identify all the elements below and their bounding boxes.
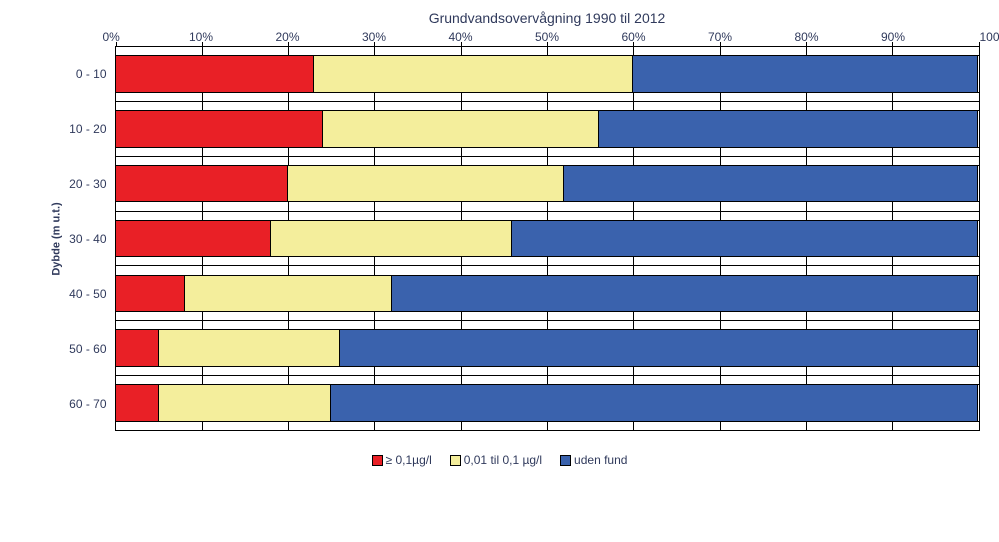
category-label: 0 - 10 xyxy=(42,46,115,101)
bar-segment xyxy=(633,56,978,92)
legend-label: uden fund xyxy=(574,453,627,467)
bar-segment xyxy=(564,166,978,202)
bar-segment xyxy=(512,221,978,257)
bar-segment xyxy=(392,276,979,312)
stacked-bar xyxy=(116,55,979,93)
legend-label: ≥ 0,1µg/l xyxy=(386,453,432,467)
bar-segment xyxy=(599,111,979,147)
y-axis-label-wrap: Dybde (m u.t.) xyxy=(20,46,42,431)
bar-segment xyxy=(116,111,323,147)
category-label: 10 - 20 xyxy=(42,101,115,156)
bar-segment xyxy=(340,330,979,366)
stacked-bar xyxy=(116,275,979,313)
bar-segment xyxy=(323,111,599,147)
bar-segment xyxy=(185,276,392,312)
legend-swatch xyxy=(560,455,571,466)
bar-row xyxy=(116,321,979,376)
legend-item: ≥ 0,1µg/l xyxy=(372,453,432,467)
legend-swatch xyxy=(372,455,383,466)
bar-row xyxy=(116,157,979,212)
chart-title: Grundvandsovervågning 1990 til 2012 xyxy=(20,10,980,26)
bar-segment xyxy=(331,385,978,421)
bar-segment xyxy=(271,221,513,257)
bar-row xyxy=(116,266,979,321)
chart-container: Grundvandsovervågning 1990 til 2012 0%10… xyxy=(20,10,980,467)
stacked-bar xyxy=(116,220,979,258)
plot-area: Dybde (m u.t.) 0 - 1010 - 2020 - 3030 - … xyxy=(20,46,980,431)
bar-segment xyxy=(116,166,289,202)
legend-swatch xyxy=(450,455,461,466)
bar-segment xyxy=(159,330,340,366)
stacked-bar xyxy=(116,110,979,148)
bar-segment xyxy=(288,166,564,202)
bar-segment xyxy=(159,385,332,421)
category-label: 50 - 60 xyxy=(42,321,115,376)
bar-row xyxy=(116,47,979,102)
category-label: 60 - 70 xyxy=(42,376,115,431)
legend: ≥ 0,1µg/l 0,01 til 0,1 µg/l uden fund xyxy=(20,453,980,467)
legend-item: uden fund xyxy=(560,453,627,467)
bar-segment xyxy=(116,330,159,366)
bars-area xyxy=(115,46,980,431)
bar-rows xyxy=(116,47,979,431)
bar-segment xyxy=(116,56,314,92)
y-axis-label: Dybde (m u.t.) xyxy=(50,202,62,275)
bar-row xyxy=(116,102,979,157)
stacked-bar xyxy=(116,384,979,422)
legend-label: 0,01 til 0,1 µg/l xyxy=(464,453,542,467)
bar-row xyxy=(116,212,979,267)
bar-segment xyxy=(116,221,271,257)
legend-item: 0,01 til 0,1 µg/l xyxy=(450,453,542,467)
stacked-bar xyxy=(116,165,979,203)
stacked-bar xyxy=(116,329,979,367)
bar-row xyxy=(116,376,979,431)
tickmark xyxy=(979,42,980,47)
bar-segment xyxy=(116,276,185,312)
bar-segment xyxy=(116,385,159,421)
bar-segment xyxy=(314,56,633,92)
